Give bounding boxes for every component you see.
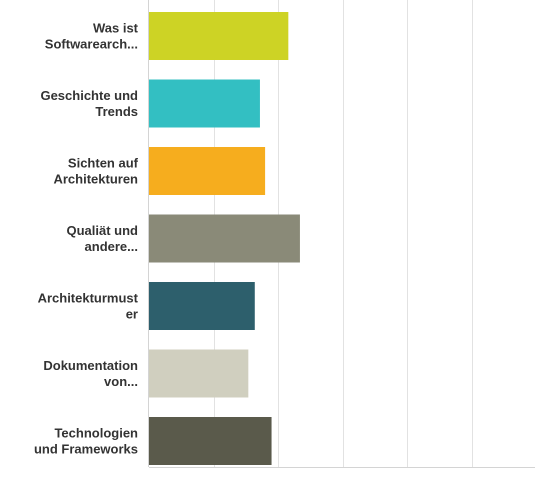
category-label-line: Technologien [54, 426, 138, 441]
bar [149, 12, 289, 60]
category-label-line: Softwarearch... [45, 37, 138, 52]
category-label: Architekturmust er [38, 291, 139, 322]
category-label-line: Architekturmust [38, 291, 139, 306]
category-label-line: Sichten auf [68, 156, 139, 171]
category-label: Dokumentation von... [43, 358, 138, 389]
bar [149, 147, 266, 195]
bar [149, 214, 300, 263]
category-label: Geschichte und Trends [40, 88, 138, 119]
category-label: Technologien und Frameworks [34, 426, 138, 457]
category-label-line: Trends [95, 104, 138, 119]
category-label-line: von... [104, 374, 138, 389]
category-labels: Was ist Softwarearch... Geschichte und Tren… [34, 21, 139, 457]
bar [149, 417, 272, 465]
category-label-line: andere... [85, 239, 138, 254]
category-label-line: Qualiät und [67, 223, 139, 238]
category-label: Qualiät und andere... [67, 223, 139, 254]
category-label: Sichten auf Architekturen [53, 156, 138, 187]
category-label-line: Was ist [93, 21, 139, 36]
bar [149, 282, 255, 330]
category-label-line: Architekturen [53, 172, 138, 187]
bar [149, 79, 260, 128]
bar [149, 349, 249, 398]
bars-group [149, 12, 300, 465]
category-label-line: Dokumentation [43, 358, 138, 373]
category-label-line: Geschichte und [40, 88, 138, 103]
category-label: Was ist Softwarearch... [45, 21, 139, 52]
category-label-line: und Frameworks [34, 442, 138, 457]
category-label-line: er [126, 307, 138, 322]
